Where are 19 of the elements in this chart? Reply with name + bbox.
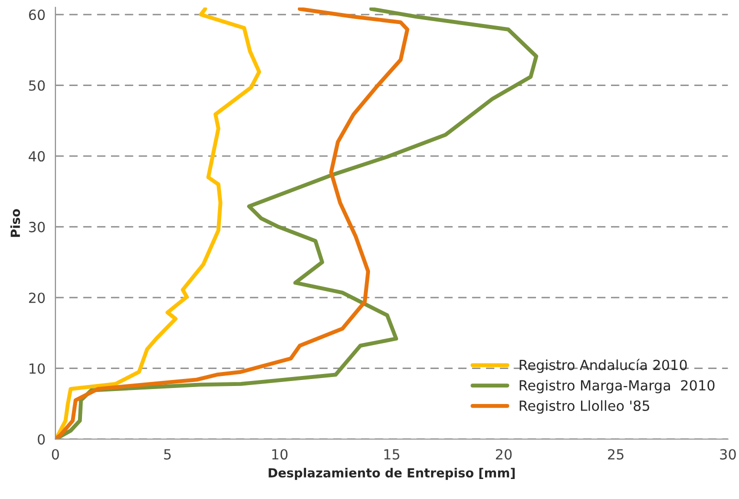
x-tick-label: 15 (384, 449, 400, 460)
y-tick-label: 60 (29, 10, 45, 20)
y-tick-label: 30 (29, 222, 45, 232)
y-axis-title: Piso (10, 209, 20, 237)
x-tick-label: 30 (720, 449, 736, 460)
y-tick-label: 0 (38, 434, 45, 445)
legend-label: Registro Llolleo '85 (520, 400, 650, 414)
x-tick-label: 10 (272, 449, 288, 460)
legend-label: Registro Marga-Marga 2010 (520, 380, 714, 394)
legend-label: Registro Andalucía 2010 (520, 358, 687, 373)
y-tick-label: 50 (29, 80, 45, 91)
x-tick-label: 20 (496, 449, 512, 460)
y-tick-label: 40 (28, 151, 45, 162)
x-tick-label: 0 (52, 449, 59, 460)
x-axis-title: Desplazamiento de Entrepiso [mm] (268, 468, 515, 480)
x-tick-label: 25 (608, 449, 624, 460)
y-tick-label: 20 (29, 292, 45, 304)
y-tick-label: 10 (30, 363, 45, 374)
x-tick-label: 5 (164, 449, 171, 460)
